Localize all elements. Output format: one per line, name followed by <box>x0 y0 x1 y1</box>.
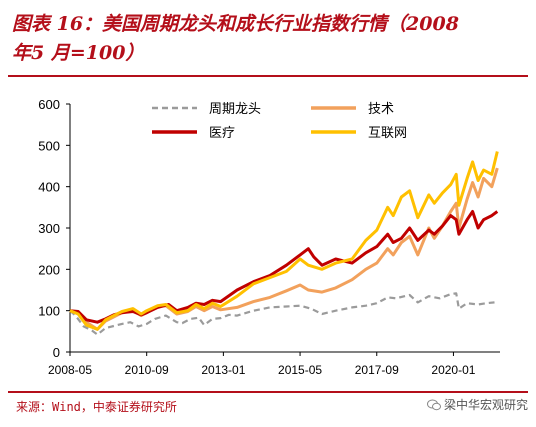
x-tick-label: 2015-05 <box>278 363 322 377</box>
legend-label-1: 周期龙头 <box>209 102 261 117</box>
series-line-2 <box>69 167 499 331</box>
legend-label-2: 技术 <box>368 102 394 117</box>
x-tick-label: 2013-01 <box>201 363 245 377</box>
y-tick-label: 600 <box>38 97 60 112</box>
watermark-text: 梁中华宏观研究 <box>443 398 528 412</box>
x-tick-label: 2017-09 <box>355 363 399 377</box>
x-tick-label: 2020-01 <box>431 363 475 377</box>
y-tick-label: 0 <box>53 345 60 360</box>
y-tick-label: 500 <box>38 138 60 153</box>
y-tick-label: 300 <box>38 221 60 236</box>
watermark: 梁中华宏观研究 <box>426 396 528 413</box>
y-tick-label: 200 <box>38 262 60 277</box>
title-line-1: 图表 16：美国周期龙头和成长行业指数行情（2008 <box>12 13 459 35</box>
line-chart: 0 100 200 300 400 500 600 2008-05 2010-09 2013-01… <box>38 97 500 377</box>
legend-label-3: 医疗 <box>209 126 235 141</box>
source-note: 来源：Wind，中泰证券研究所 <box>16 400 177 414</box>
title-line-2: 年5 月=100） <box>12 42 145 64</box>
title-rule <box>8 75 528 77</box>
y-tick-label: 100 <box>38 304 60 319</box>
series-line-4 <box>69 151 499 331</box>
legend-label-4: 互联网 <box>368 126 407 141</box>
x-tick-label: 2010-09 <box>125 363 169 377</box>
series-line-1 <box>69 292 495 336</box>
footer-rule <box>8 391 528 393</box>
x-tick-label: 2008-05 <box>48 363 92 377</box>
wechat-icon <box>426 399 441 410</box>
y-tick-label: 400 <box>38 180 60 195</box>
page-title: 图表 16：美国周期龙头和成长行业指数行情（2008 年5 月=100） <box>12 10 524 68</box>
